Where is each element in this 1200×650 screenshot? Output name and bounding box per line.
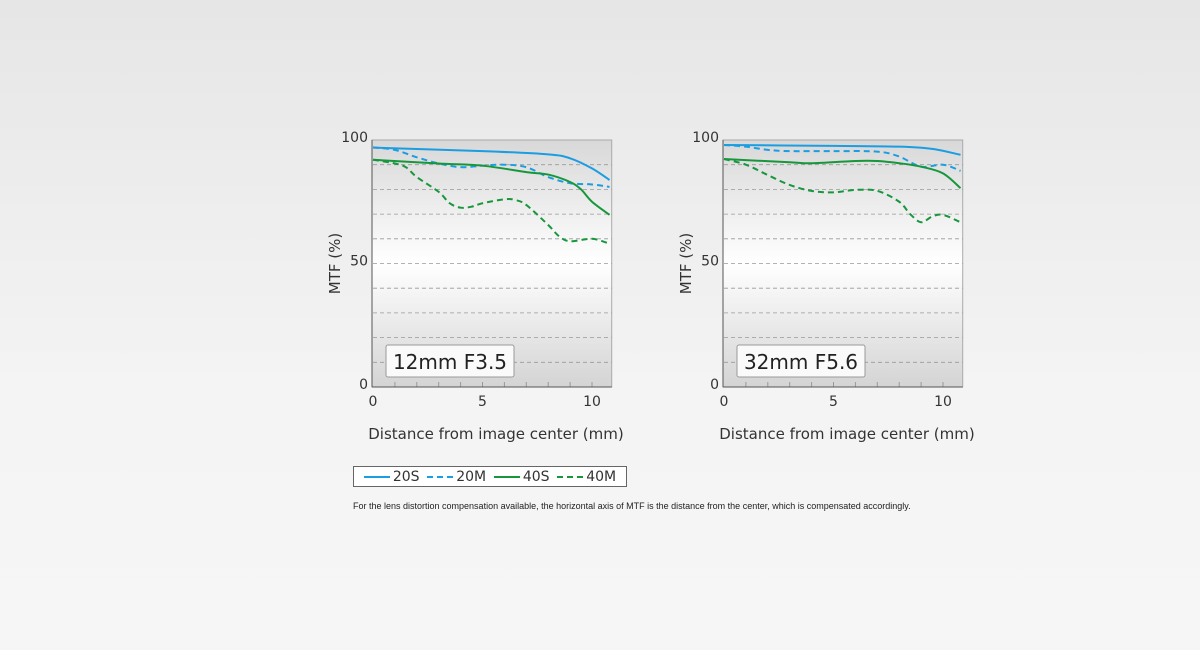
series-line-40S: [723, 158, 962, 189]
x-tick-label: 10: [934, 394, 952, 410]
y-tick-label: 100: [692, 130, 719, 146]
y-tick-label: 50: [350, 254, 368, 270]
lens-label: 32mm F5.6: [736, 344, 866, 378]
legend-swatch: [427, 475, 454, 478]
legend-item-40M: 40M: [557, 469, 616, 485]
y-tick-label: 0: [710, 377, 719, 393]
lens-label-text: 32mm F5.6: [744, 350, 858, 374]
y-tick-label: 100: [341, 130, 368, 146]
legend-item-20S: 20S: [363, 468, 420, 485]
legend-label: 40S: [522, 468, 550, 485]
x-tick-label: 5: [478, 394, 487, 410]
series-line-40M: [372, 158, 610, 245]
legend-item-20M: 20M: [427, 469, 486, 485]
legend-swatch: [493, 475, 520, 478]
legend-label: 40M: [586, 468, 617, 485]
chart-2: 0 50 100 0 5 10 Distance from image center (mm…: [677, 130, 975, 443]
y-tick-label: 50: [701, 254, 719, 270]
lens-label: 12mm F3.5: [385, 344, 515, 378]
x-tick-label: 0: [720, 394, 729, 410]
y-tick-label: 0: [359, 377, 368, 393]
legend-label: 20S: [392, 468, 420, 485]
series-line-20S: [723, 143, 961, 156]
chart-1: 0 50 100 0 5 10 Distance from image center (mm…: [326, 130, 624, 443]
x-axis-label: Distance from image center (mm): [368, 425, 623, 443]
series-line-20S: [372, 146, 611, 181]
x-axis-label: Distance from image center (mm): [719, 425, 974, 443]
legend-swatch: [363, 475, 390, 478]
lens-label-text: 12mm F3.5: [393, 350, 507, 374]
lens-label-box: [385, 344, 515, 378]
x-tick-label: 0: [369, 394, 378, 410]
y-axis-label: MTF (%): [326, 233, 344, 294]
legend: 20S 20M 40S 40M: [353, 466, 627, 487]
series-line-20M: [723, 143, 961, 172]
legend-item-40S: 40S: [493, 468, 550, 485]
legend-label: 20M: [456, 468, 487, 485]
footnote: For the lens distortion compensation ava…: [353, 501, 911, 511]
y-axis-label: MTF (%): [677, 233, 695, 294]
series-line-40S: [372, 158, 611, 216]
x-tick-label: 10: [583, 394, 601, 410]
x-tick-label: 5: [829, 394, 838, 410]
legend-swatch: [557, 475, 584, 478]
lens-label-box: [736, 344, 866, 378]
